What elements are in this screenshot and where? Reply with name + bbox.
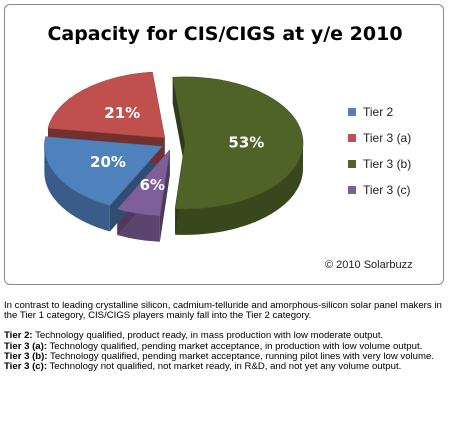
data-label: 21% xyxy=(104,104,140,122)
tier-description: Technology qualified, pending market acc… xyxy=(47,350,435,362)
tier-label: Tier 2: xyxy=(4,330,33,342)
slice-side xyxy=(44,146,110,232)
pie-slice-tier-3-a- xyxy=(47,71,166,139)
legend-label: Tier 3 (c) xyxy=(363,183,411,197)
tier-definition: Tier 3 (b): Technology qualified, pendin… xyxy=(4,350,444,362)
tier-definition: Tier 3 (a): Technology qualified, pendin… xyxy=(4,340,444,352)
pie-slice-tier-3-b- xyxy=(172,76,304,210)
legend-item-tier-3c: Tier 3 (c) xyxy=(348,183,411,197)
legend-swatch xyxy=(348,160,356,168)
intro-paragraph: In contrast to leading crystalline silic… xyxy=(4,300,442,322)
tier-description: Technology qualified, pending market acc… xyxy=(47,340,423,352)
tier-definition: Tier 2: Technology qualified, product re… xyxy=(4,331,444,341)
chart-panel: 53% 6% 20% 21% Capacity for CIS/CIGS at y/e… xyxy=(4,4,444,285)
legend-swatch xyxy=(348,108,356,116)
tier-description: Technology qualified, product ready, in … xyxy=(32,330,384,342)
legend-item-tier-2: Tier 2 xyxy=(348,105,393,119)
data-label: 53% xyxy=(228,134,264,152)
tier-label: Tier 3 (a): xyxy=(4,340,48,352)
legend-item-tier-3a: Tier 3 (a) xyxy=(348,131,411,145)
copyright-credit: © 2010 Solarbuzz xyxy=(325,259,413,271)
data-label: 6% xyxy=(140,176,165,194)
description-text: In contrast to leading crystalline silic… xyxy=(4,300,444,373)
slice-wall xyxy=(172,77,185,169)
slice-side xyxy=(175,142,303,235)
legend-label: Tier 3 (b) xyxy=(363,157,412,171)
chart-title: Capacity for CIS/CIGS at y/e 2010 xyxy=(47,23,403,45)
tier-label: Tier 3 (b): xyxy=(4,350,48,362)
pie-slice-tier-3-c- xyxy=(116,148,171,217)
legend-swatch xyxy=(348,134,356,142)
legend-label: Tier 2 xyxy=(363,105,394,119)
data-label: 20% xyxy=(90,153,126,171)
tier-definition: Tier 3 (c): Technology not qualified, no… xyxy=(4,361,444,373)
legend-label: Tier 3 (a) xyxy=(363,131,412,145)
tier-description: Technology not qualified, not market rea… xyxy=(47,361,402,373)
legend-swatch xyxy=(348,186,356,194)
pie-chart: 53% 6% 20% 21% xyxy=(44,71,304,242)
legend-item-tier-3b: Tier 3 (b) xyxy=(348,157,411,171)
tier-label: Tier 3 (c): xyxy=(4,361,48,373)
pie-slice-tier-2 xyxy=(44,136,163,206)
